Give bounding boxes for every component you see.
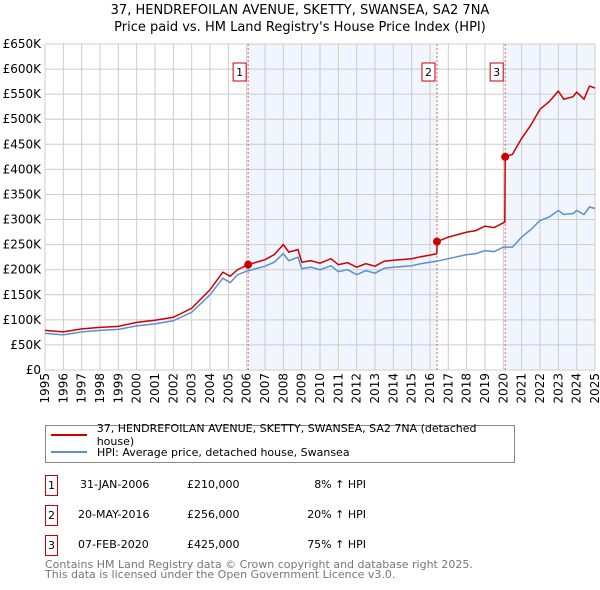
series-line xyxy=(44,85,596,333)
sale-label: 3 xyxy=(493,66,500,79)
y-tick-label: £600K xyxy=(3,62,43,76)
x-tick-label: 2021 xyxy=(515,373,529,404)
sale-label: 2 xyxy=(425,66,432,79)
chart-title: 37, HENDREFOILAN AVENUE, SKETTY, SWANSEA… xyxy=(110,3,490,18)
sale-point xyxy=(432,237,441,246)
sale-badge: 2 xyxy=(45,505,58,526)
y-tick-label: £550K xyxy=(3,87,43,101)
sale-hpi: 75% ↑ HPI xyxy=(307,538,366,551)
x-tick-label: 2013 xyxy=(368,373,382,404)
x-tick-label: 2006 xyxy=(240,373,254,404)
legend: 37, HENDREFOILAN AVENUE, SKETTY, SWANSEA… xyxy=(45,422,515,463)
sale-label-box xyxy=(421,62,436,82)
y-tick-label: £250K xyxy=(3,238,43,252)
legend-label-property: 37, HENDREFOILAN AVENUE, SKETTY, SWANSEA… xyxy=(96,422,477,448)
x-tick-label: 2005 xyxy=(221,373,235,404)
sale-label-box xyxy=(489,62,504,82)
x-tick-label: 2016 xyxy=(423,373,437,404)
chart-subtitle: Price paid vs. HM Land Registry's House … xyxy=(114,20,486,35)
series-line xyxy=(44,206,596,336)
sale-point xyxy=(501,152,510,161)
x-tick-label: 2009 xyxy=(295,373,309,404)
y-tick-label: £200K xyxy=(3,263,43,277)
y-tick-label: £450K xyxy=(3,137,43,151)
sale-hpi: 20% ↑ HPI xyxy=(307,508,366,521)
sale-row: 2 20-MAY-2016 £256,000 20% ↑ HPI xyxy=(45,505,445,526)
legend-red-line xyxy=(51,434,87,436)
sale-price: £210,000 xyxy=(187,478,240,491)
x-tick-label: 2010 xyxy=(313,373,327,404)
sale-badge: 1 xyxy=(45,475,58,496)
y-tick-label: £400K xyxy=(3,162,43,176)
sale-badge: 3 xyxy=(45,535,58,556)
x-tick-label: 2024 xyxy=(570,373,584,404)
x-tick-label: 2000 xyxy=(130,373,144,404)
sale-hpi: 8% ↑ HPI xyxy=(314,478,366,491)
sale-point xyxy=(244,260,253,269)
x-tick-label: 2011 xyxy=(331,373,345,404)
x-tick-label: 2008 xyxy=(276,373,290,404)
x-tick-label: 1999 xyxy=(111,373,125,404)
x-tick-label: 1995 xyxy=(38,373,52,404)
sale-date: 07-FEB-2020 xyxy=(78,538,149,551)
footer-licence: This data is licensed under the Open Gov… xyxy=(45,568,396,581)
x-tick-label: 2018 xyxy=(460,373,474,404)
y-tick-label: £100K xyxy=(3,313,43,327)
sale-date: 31-JAN-2006 xyxy=(80,478,150,491)
y-tick-label: £150K xyxy=(3,288,43,302)
sale-date: 20-MAY-2016 xyxy=(78,508,150,521)
y-tick-label: £50K xyxy=(10,338,42,352)
price-chart: £0 £50K £100K £150K £200K £250K £300K £350K £400… xyxy=(3,37,600,404)
x-tick-label: 2014 xyxy=(386,373,400,404)
x-tick-label: 2017 xyxy=(441,373,455,404)
x-tick-label: 2023 xyxy=(551,373,565,404)
y-tick-label: £650K xyxy=(3,37,43,51)
x-tick-label: 2004 xyxy=(203,373,217,404)
x-tick-label: 1997 xyxy=(75,373,89,404)
y-tick-label: £500K xyxy=(3,112,43,126)
y-tick-label: £300K xyxy=(3,213,43,227)
sale-row: 3 07-FEB-2020 £425,000 75% ↑ HPI xyxy=(45,535,445,556)
footer: Contains HM Land Registry data © Crown c… xyxy=(45,558,473,581)
footer-copyright: Contains HM Land Registry data © Crown c… xyxy=(45,558,473,571)
y-tick-label: £0 xyxy=(26,363,41,377)
x-tick-label: 2007 xyxy=(258,373,272,404)
sale-label: 1 xyxy=(236,66,243,79)
x-tick-label: 2012 xyxy=(350,373,364,404)
y-tick-label: £350K xyxy=(3,187,43,201)
sale-price: £256,000 xyxy=(187,508,240,521)
x-tick-label: 2001 xyxy=(148,373,162,404)
sale-label-box xyxy=(232,62,247,82)
x-tick-label: 2022 xyxy=(533,373,547,404)
sale-row: 1 31-JAN-2006 £210,000 8% ↑ HPI xyxy=(45,475,445,496)
legend-blue-line xyxy=(51,451,87,453)
x-tick-label: 2003 xyxy=(185,373,199,404)
x-tick-label: 2025 xyxy=(588,373,600,404)
x-tick-label: 1998 xyxy=(93,373,107,404)
x-tick-label: 2020 xyxy=(496,373,510,404)
x-tick-label: 2019 xyxy=(478,373,492,404)
shaded-period xyxy=(248,44,437,370)
legend-label-hpi: HPI: Average price, detached house, Swan… xyxy=(97,445,350,459)
x-tick-label: 2015 xyxy=(405,373,419,404)
shaded-period xyxy=(505,44,595,370)
sale-price: £425,000 xyxy=(187,538,240,551)
x-tick-label: 2002 xyxy=(166,373,180,404)
x-tick-label: 1996 xyxy=(56,373,70,404)
